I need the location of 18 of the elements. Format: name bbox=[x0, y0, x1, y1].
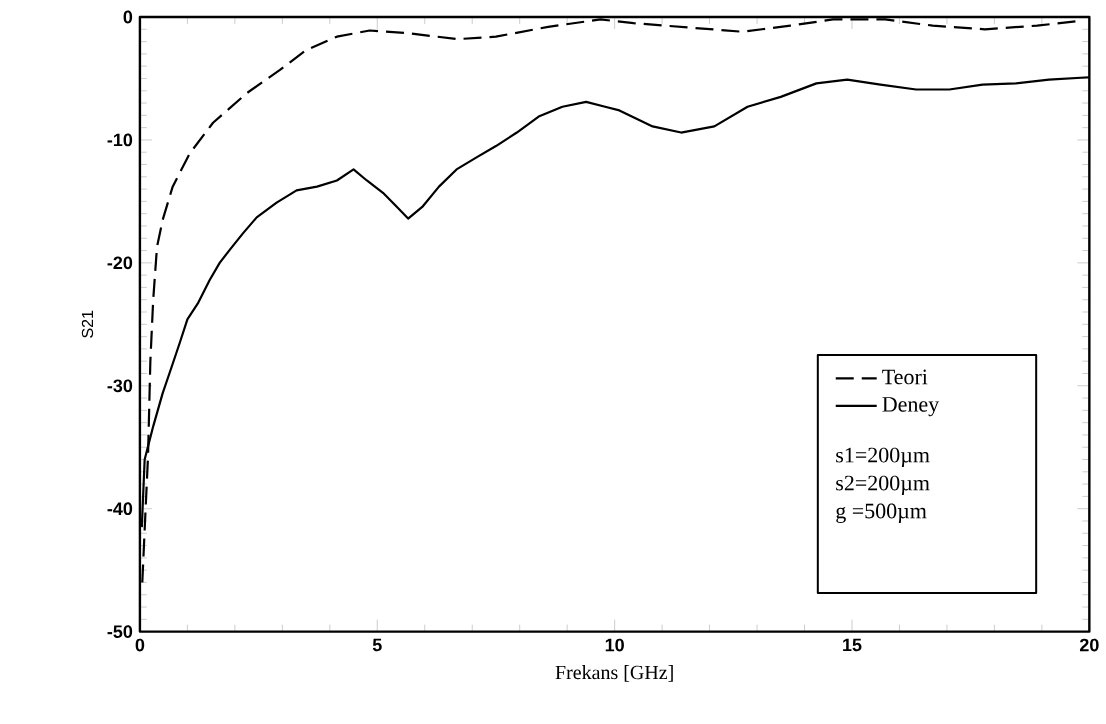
y-tick-label: -10 bbox=[107, 133, 133, 147]
x-axis-title: Frekans [GHz] bbox=[555, 665, 673, 682]
legend-label: Teori bbox=[882, 369, 928, 385]
y-tick-label: 0 bbox=[123, 10, 133, 24]
y-tick-label: -50 bbox=[107, 625, 133, 639]
legend-label: Deney bbox=[882, 397, 940, 417]
y-axis-title: S21 bbox=[81, 311, 94, 339]
y-tick-label: -40 bbox=[107, 502, 133, 516]
x-tick-label: 10 bbox=[605, 638, 624, 652]
y-tick-label: -20 bbox=[107, 256, 133, 270]
annotation: g =500µm bbox=[836, 503, 927, 524]
annotation: s2=200µm bbox=[836, 475, 930, 496]
x-tick-label: 15 bbox=[843, 638, 862, 652]
x-tick-label: 0 bbox=[135, 638, 145, 652]
annotation: s1=200µm bbox=[836, 447, 930, 468]
x-tick-label: 20 bbox=[1079, 638, 1099, 652]
y-tick-label: -30 bbox=[107, 379, 133, 393]
x-tick-label: 5 bbox=[372, 638, 382, 652]
